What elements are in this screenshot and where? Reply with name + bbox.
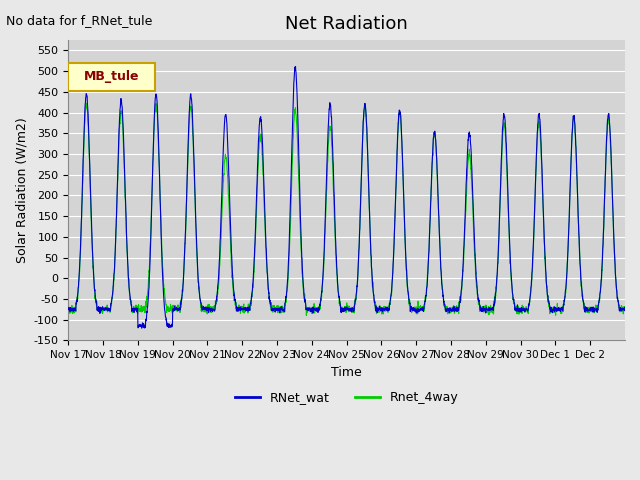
Line: RNet_wat: RNet_wat [68, 66, 625, 328]
Rnet_4way [240, 310, 248, 316]
RNet_wat [241, 306, 248, 312]
FancyBboxPatch shape [68, 62, 155, 91]
Rnet_4way [546, 308, 554, 313]
Rnet_4way [303, 312, 310, 318]
Rnet_4way [65, 307, 72, 312]
Y-axis label: Solar Radiation (W/m2): Solar Radiation (W/m2) [15, 118, 28, 263]
Text: MB_tule: MB_tule [83, 70, 139, 83]
RNet_wat [381, 307, 388, 313]
RNet_wat [292, 63, 300, 69]
Line: Rnet_4way: Rnet_4way [68, 103, 625, 315]
Text: No data for f_RNet_tule: No data for f_RNet_tule [6, 14, 153, 27]
Rnet_4way [120, 153, 128, 158]
Rnet_4way [614, 294, 621, 300]
RNet_wat [138, 325, 146, 331]
Rnet_4way [361, 100, 369, 106]
Rnet_4way [621, 305, 629, 311]
X-axis label: Time: Time [332, 366, 362, 379]
RNet_wat [546, 306, 554, 312]
Rnet_4way [381, 306, 388, 312]
Title: Net Radiation: Net Radiation [285, 15, 408, 33]
RNet_wat [65, 306, 72, 312]
RNet_wat [120, 142, 128, 148]
Legend: RNet_wat, Rnet_4way: RNet_wat, Rnet_4way [230, 386, 463, 409]
RNet_wat [621, 307, 629, 312]
RNet_wat [515, 306, 522, 312]
Rnet_4way [515, 304, 522, 310]
RNet_wat [614, 295, 621, 300]
